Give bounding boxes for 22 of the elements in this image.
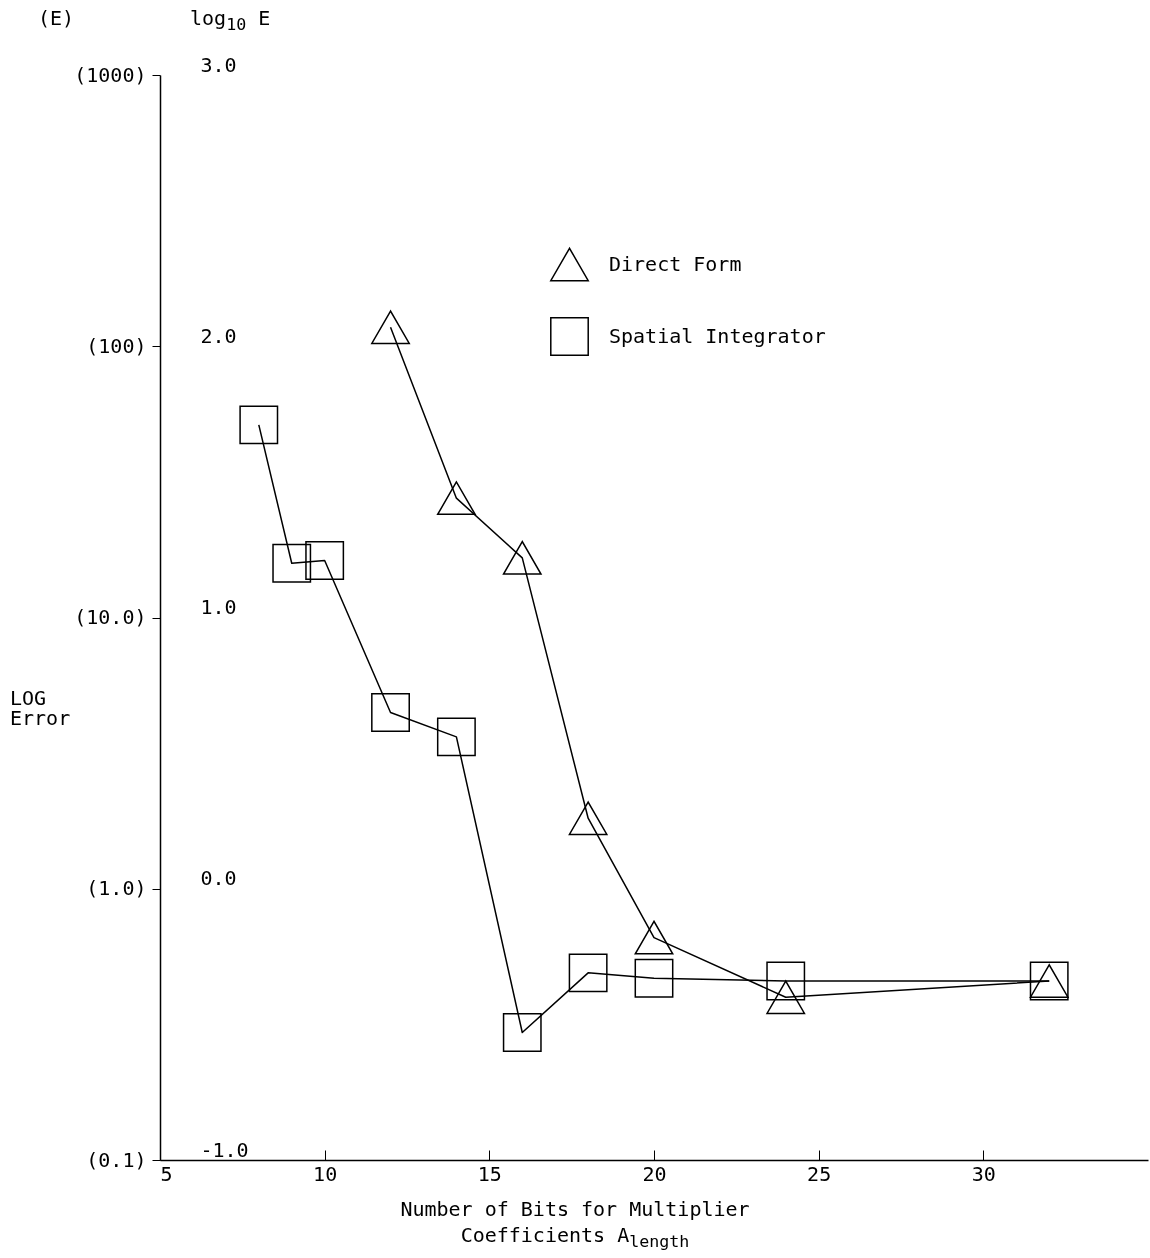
legend-label: Direct Form (609, 251, 742, 276)
x-tick-label: 5 (160, 1161, 173, 1186)
x-axis-title: Number of Bits for Multiplier Coefficients A$_{length}$ (399, 1196, 751, 1253)
y-axis-title: log$_{10}$ E (190, 6, 271, 34)
legend-label: Spatial Integrator (609, 323, 826, 348)
y-tick-label: 1.0 (200, 595, 237, 619)
x-tick-label: 15 (477, 1161, 502, 1186)
x-tick-label: 10 (313, 1161, 338, 1186)
x-tick-label: 25 (807, 1161, 832, 1186)
y2-tick-label: (100) (86, 333, 147, 358)
y2-tick-label: (0.1) (86, 1147, 147, 1172)
y2-tick-label: (1.0) (86, 876, 147, 901)
y-tick-label: 2.0 (200, 323, 237, 348)
y-tick-label: -1.0 (200, 1137, 249, 1162)
x-tick-label: 30 (971, 1161, 996, 1186)
y-tick-label: 0.0 (200, 866, 237, 891)
y2-axis-title: (E) (38, 6, 75, 30)
y2-tick-label: (1000) (74, 62, 147, 87)
text: LOG Error (10, 686, 72, 730)
y2-tick-label: (10.0) (74, 605, 147, 629)
y-tick-label: 3.0 (200, 52, 237, 77)
x-tick-label: 20 (642, 1161, 667, 1186)
